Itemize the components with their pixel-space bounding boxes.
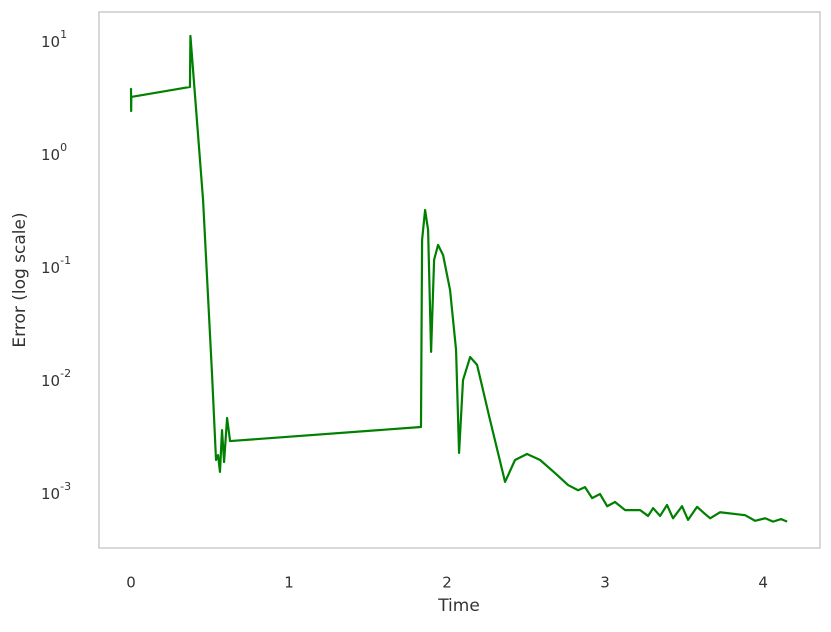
x-tick-label: 1 <box>284 574 294 592</box>
x-tick-label: 2 <box>442 574 452 592</box>
y-tick-label: 101 <box>41 28 67 51</box>
x-tick-label: 4 <box>758 574 768 592</box>
x-axis-label: Time <box>437 596 480 616</box>
y-tick-label: 10-3 <box>41 480 71 503</box>
plot-frame <box>98 11 821 549</box>
y-axis-label: Error (log scale) <box>10 212 30 347</box>
y-tick-label: 10-1 <box>41 254 71 277</box>
x-tick-label: 3 <box>600 574 610 592</box>
x-tick-label: 0 <box>126 574 136 592</box>
y-tick-label: 10-2 <box>41 367 71 390</box>
y-tick-label: 100 <box>41 141 67 164</box>
data-line <box>129 34 788 523</box>
